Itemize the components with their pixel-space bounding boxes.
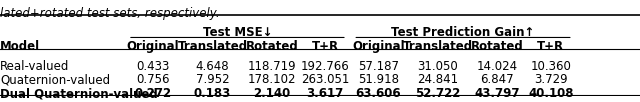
Text: T+R: T+R [312,40,339,53]
Text: 24.841: 24.841 [417,74,458,86]
Text: 6.847: 6.847 [481,74,514,86]
Text: 178.102: 178.102 [248,74,296,86]
Text: lated+rotated test sets, respectively.: lated+rotated test sets, respectively. [0,7,220,20]
Text: Rotated: Rotated [246,40,298,53]
Text: 0.183: 0.183 [194,87,231,100]
Text: Original: Original [127,40,179,53]
Text: Dual Quaternion-valued: Dual Quaternion-valued [0,87,157,100]
Text: 63.606: 63.606 [355,87,401,100]
Text: Translated: Translated [403,40,473,53]
Text: Test MSE↓: Test MSE↓ [203,26,272,39]
Text: Model: Model [0,40,40,53]
Text: Quaternion-valued: Quaternion-valued [0,74,110,86]
Text: 52.722: 52.722 [415,87,460,100]
Text: 7.952: 7.952 [196,74,229,86]
Text: 3.617: 3.617 [307,87,344,100]
Text: Original: Original [352,40,404,53]
Text: 0.272: 0.272 [134,87,172,100]
Text: Translated: Translated [177,40,248,53]
Text: 31.050: 31.050 [417,60,458,73]
Text: 14.024: 14.024 [477,60,518,73]
Text: 192.766: 192.766 [301,60,349,73]
Text: 0.433: 0.433 [136,60,170,73]
Text: 4.648: 4.648 [196,60,229,73]
Text: T+R: T+R [537,40,564,53]
Text: 263.051: 263.051 [301,74,349,86]
Text: 40.108: 40.108 [528,87,573,100]
Text: 0.756: 0.756 [136,74,170,86]
Text: 43.797: 43.797 [474,87,520,100]
Text: Test Prediction Gain↑: Test Prediction Gain↑ [391,26,535,39]
Text: 3.729: 3.729 [534,74,568,86]
Text: Real-valued: Real-valued [0,60,69,73]
Text: 2.140: 2.140 [253,87,291,100]
Text: 10.360: 10.360 [531,60,571,73]
Text: 57.187: 57.187 [358,60,399,73]
Text: 118.719: 118.719 [248,60,296,73]
Text: 51.918: 51.918 [358,74,399,86]
Text: Rotated: Rotated [471,40,524,53]
